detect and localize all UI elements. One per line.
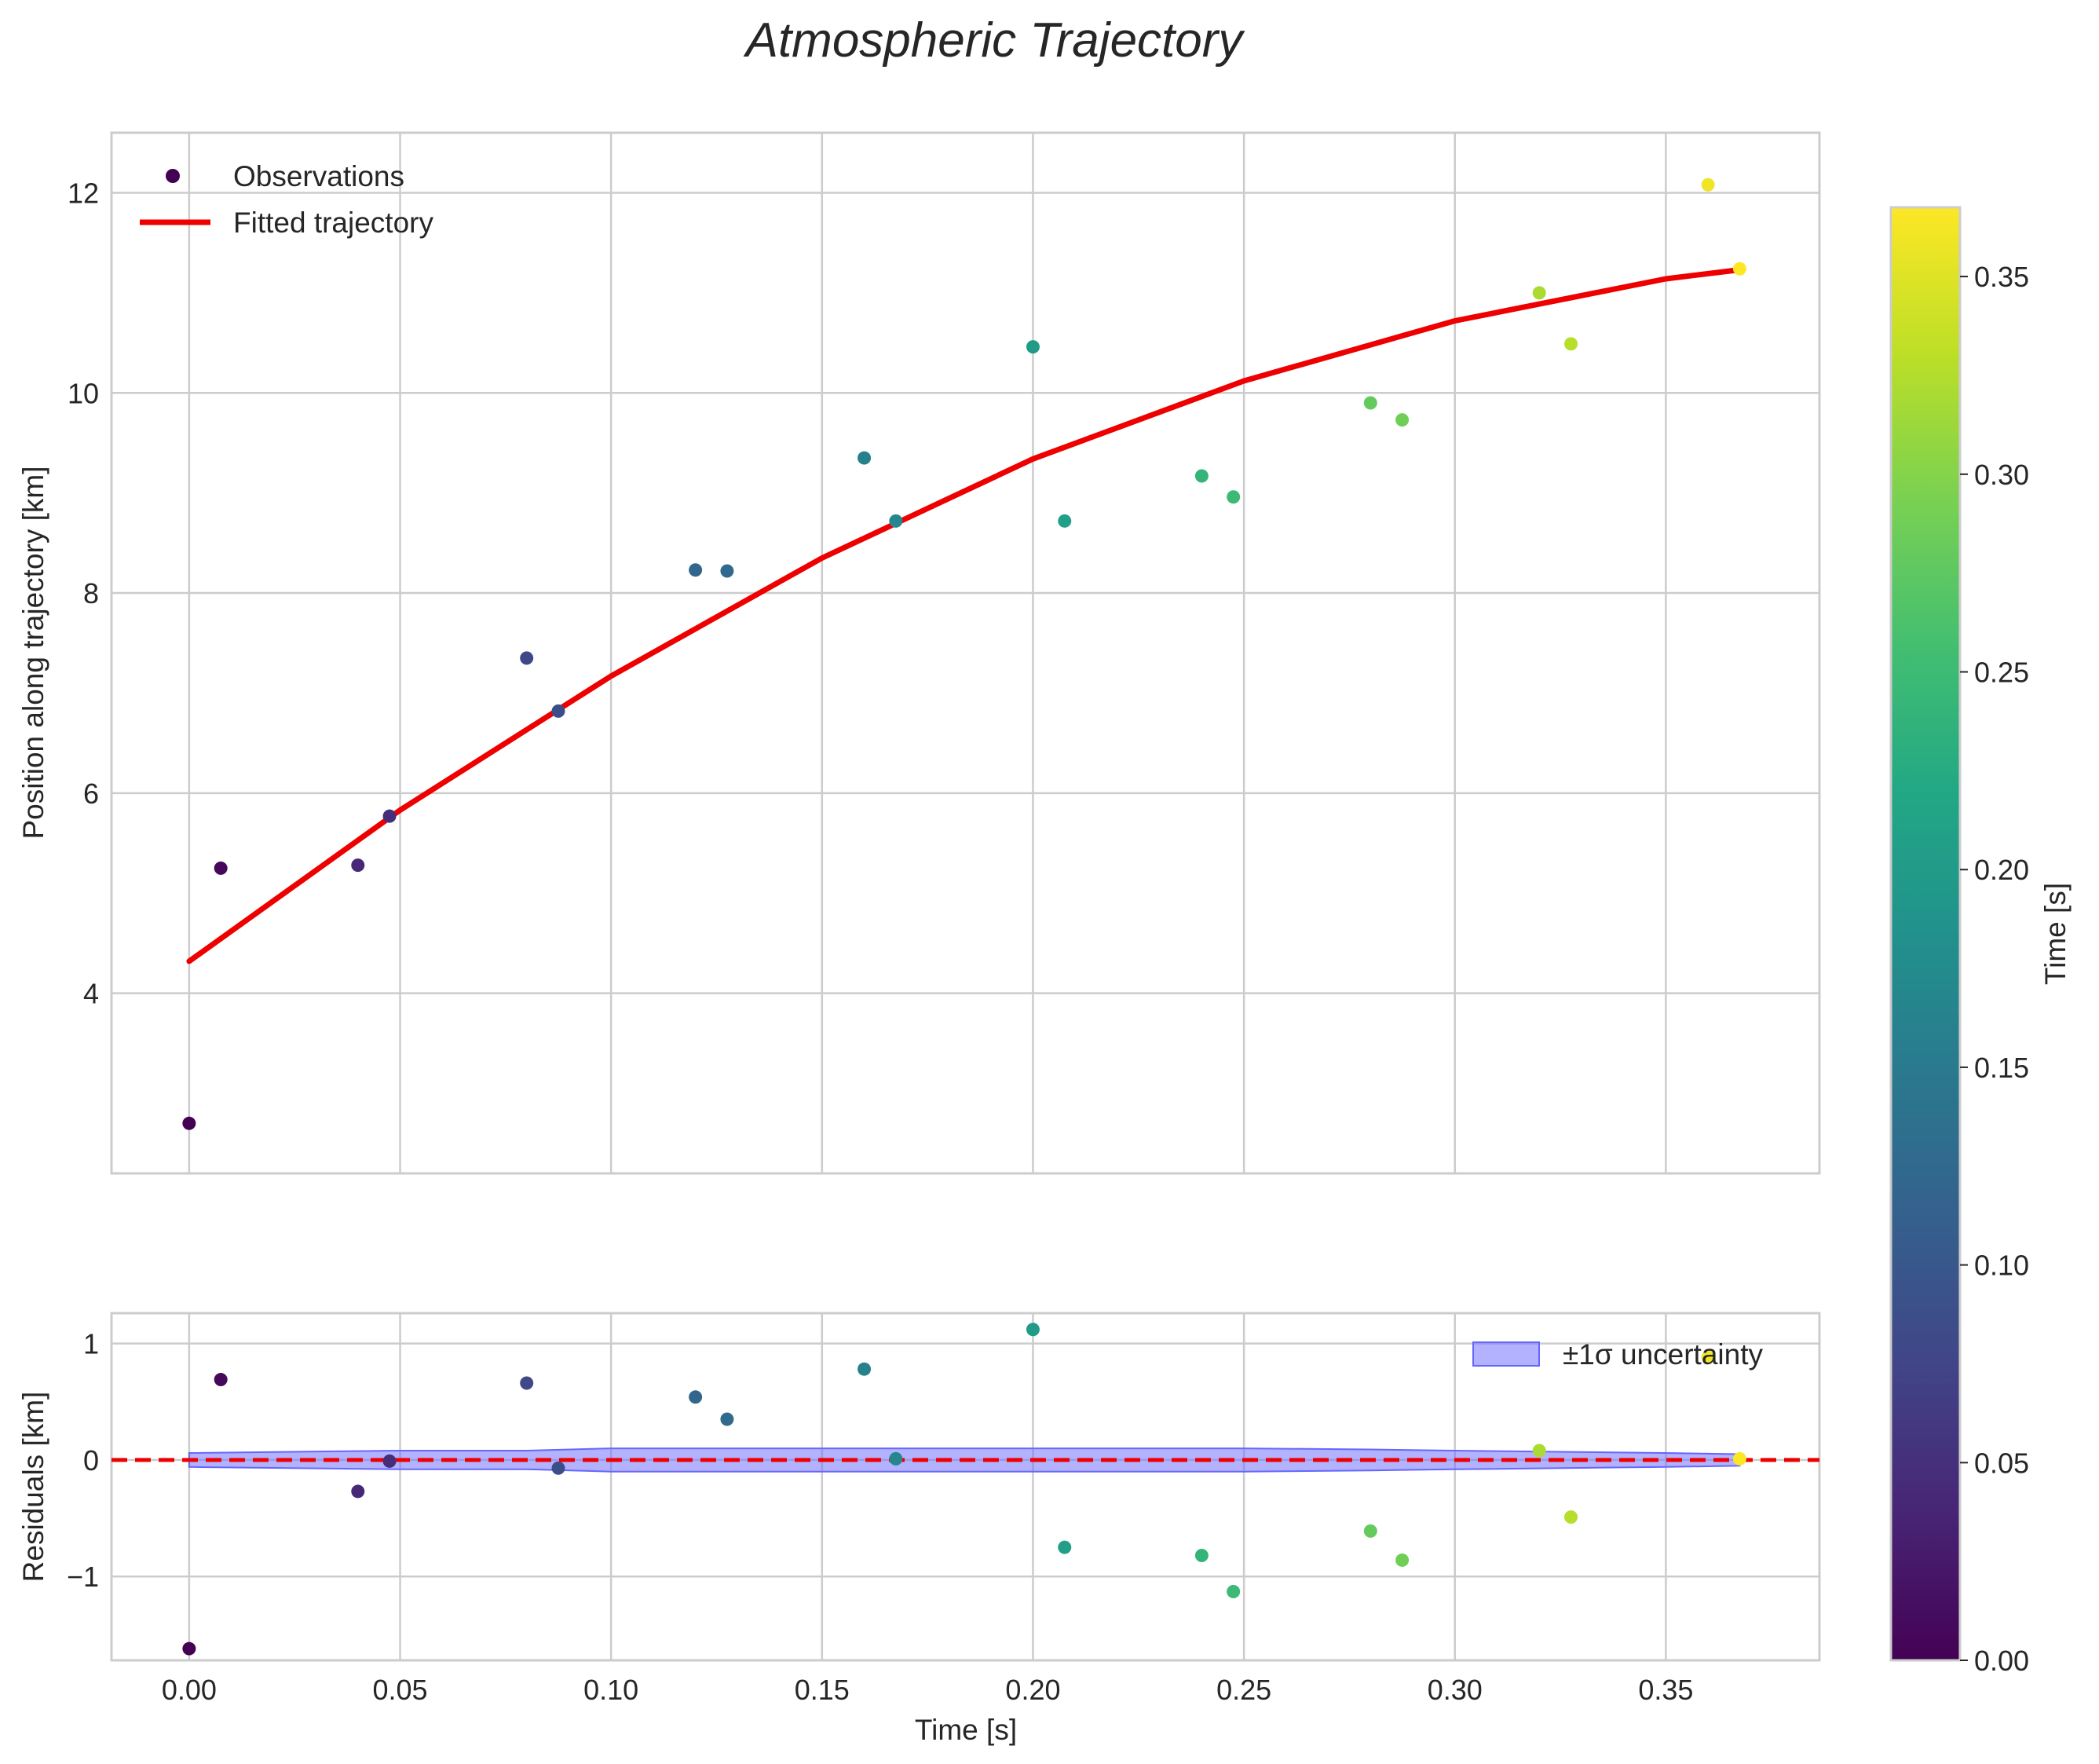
y-tick-label: 12: [68, 177, 99, 209]
observation-point: [214, 861, 228, 875]
residual-point: [1395, 1553, 1410, 1567]
y-tick-label: 10: [68, 377, 99, 409]
colorbar-tick-label: 0.00: [1974, 1645, 2029, 1677]
residuals-plot-area: [110, 1312, 1821, 1662]
residual-point: [1532, 1444, 1546, 1458]
main-panel: 4 6 8 10 12 Position along trajectory [km] O…: [17, 131, 1821, 1175]
residual-point: [689, 1390, 703, 1404]
main-legend: Observations Fitted trajectory: [140, 160, 433, 239]
residual-point: [858, 1362, 872, 1376]
residual-point: [1701, 1350, 1715, 1364]
observation-point: [720, 564, 734, 578]
observation-point: [1564, 337, 1578, 351]
y-tick-label: −1: [67, 1561, 99, 1593]
y-tick-label: 6: [83, 778, 99, 810]
observation-point: [1026, 340, 1040, 354]
y-tick-label: 8: [83, 577, 99, 609]
x-tick-label: 0.30: [1428, 1674, 1483, 1706]
observation-point: [520, 651, 534, 665]
fitted-trajectory-layer: [186, 267, 1742, 964]
residual-point: [214, 1373, 228, 1387]
colorbar-tick-label: 0.10: [1974, 1250, 2029, 1282]
main-y-ticks: 4 6 8 10 12: [68, 177, 99, 1009]
x-tick-label: 0.35: [1638, 1674, 1693, 1706]
colorbar-label: Time [s]: [2039, 883, 2072, 985]
residuals-y-axis-label: Residuals [km]: [17, 1392, 49, 1583]
legend-patch-uncertainty: [1472, 1341, 1540, 1367]
observation-point: [689, 563, 703, 577]
observation-point: [1058, 514, 1072, 528]
residual-point: [182, 1641, 196, 1656]
residual-point: [1564, 1510, 1578, 1524]
x-tick-label: 0.10: [583, 1674, 638, 1706]
colorbar-tick-label: 0.35: [1974, 261, 2029, 293]
observation-point: [1701, 177, 1715, 192]
y-tick-label: 4: [83, 978, 99, 1010]
colorbar-tick-label: 0.15: [1974, 1052, 2029, 1084]
observations-layer: [182, 177, 1746, 1130]
colorbar-ticks: 0.00 0.05 0.10 0.15 0.20 0.25 0.30 0.35: [1960, 261, 2029, 1677]
legend-label-uncertainty: ±1σ uncertainty: [1563, 1338, 1763, 1371]
y-tick-label: 1: [83, 1328, 99, 1360]
residual-point: [889, 1451, 903, 1466]
residual-point: [1732, 1451, 1746, 1466]
residual-point: [720, 1412, 734, 1426]
residual-point: [551, 1461, 565, 1475]
observation-point: [1532, 286, 1546, 300]
observation-point: [351, 858, 365, 873]
observation-point: [551, 704, 565, 718]
colorbar-tick-label: 0.25: [1974, 656, 2029, 688]
observation-point: [1227, 490, 1241, 504]
observation-point: [889, 514, 903, 528]
residual-point: [382, 1454, 397, 1468]
observation-point: [1395, 413, 1410, 427]
legend-label-observations: Observations: [233, 160, 404, 192]
x-tick-label: 0.15: [795, 1674, 850, 1706]
residual-point: [1194, 1549, 1209, 1563]
residual-points-layer: [182, 1323, 1746, 1656]
x-tick-label: 0.00: [162, 1674, 217, 1706]
legend-label-fitted-trajectory: Fitted trajectory: [233, 207, 433, 239]
observation-point: [382, 809, 397, 823]
residual-point: [1363, 1524, 1377, 1538]
legend-marker-observations: [166, 169, 180, 183]
residual-point: [351, 1484, 365, 1499]
chart-title: Atmospheric Trajectory: [743, 13, 1246, 68]
colorbar-tick-label: 0.30: [1974, 459, 2029, 491]
main-plot-area: [110, 131, 1821, 1175]
main-y-axis-label: Position along trajectory [km]: [17, 466, 49, 839]
x-tick-label: 0.20: [1005, 1674, 1060, 1706]
observation-point: [182, 1116, 196, 1130]
residuals-legend: ±1σ uncertainty: [1472, 1338, 1763, 1371]
residuals-x-ticks: 0.00 0.05 0.10 0.15 0.20 0.25 0.30 0.35: [162, 1674, 1694, 1706]
residual-point: [520, 1376, 534, 1390]
main-grid: [112, 133, 1819, 1173]
y-tick-label: 0: [83, 1444, 99, 1477]
colorbar-tick-label: 0.05: [1974, 1447, 2029, 1479]
residuals-y-ticks: 1 0 −1: [67, 1328, 99, 1594]
colorbar: 0.00 0.05 0.10 0.15 0.20 0.25 0.30 0.35 Time [s…: [1889, 206, 2072, 1677]
observation-point: [1732, 262, 1746, 276]
observation-point: [1363, 396, 1377, 410]
residuals-panel: 1 0 −1 0.00 0.05 0.10 0.15 0.20 0.25 0.30 0.35 Re…: [17, 1312, 1821, 1746]
colorbar-gradient: [1889, 206, 1962, 1662]
observation-point: [1194, 469, 1209, 483]
residual-point: [1026, 1323, 1040, 1337]
fitted-trajectory-line: [186, 267, 1742, 964]
x-axis-label: Time [s]: [915, 1714, 1017, 1746]
observation-point: [858, 451, 872, 465]
colorbar-tick-label: 0.20: [1974, 854, 2029, 886]
residual-point: [1227, 1584, 1241, 1598]
x-tick-label: 0.25: [1216, 1674, 1271, 1706]
residual-point: [1058, 1540, 1072, 1554]
x-tick-label: 0.05: [372, 1674, 427, 1706]
